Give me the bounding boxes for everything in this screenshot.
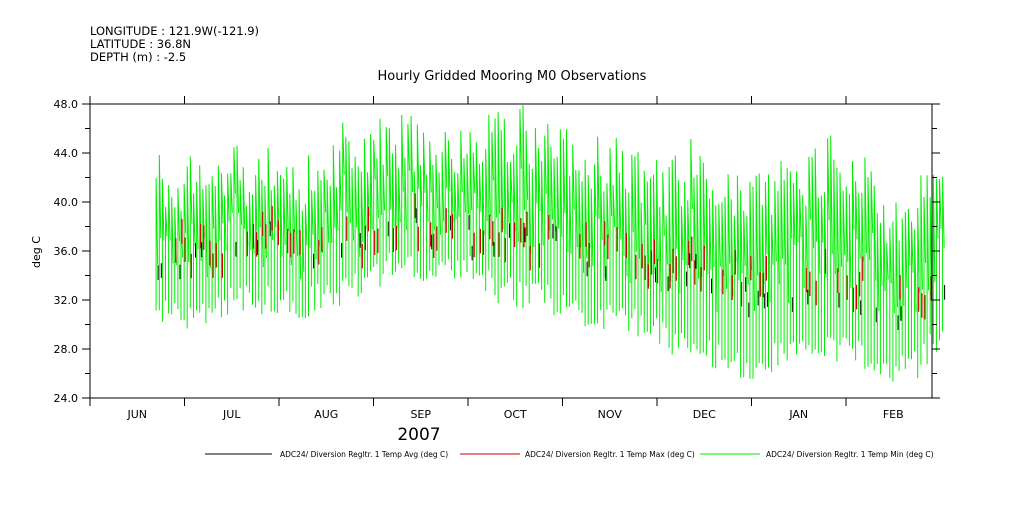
axes: 24.0 28.0 32.0 36.0 40.0 44.0 48.0 JUN JUL AUG SEP… bbox=[54, 96, 940, 421]
x-tick-label: AUG bbox=[314, 408, 338, 421]
y-tick-label: 32.0 bbox=[54, 294, 79, 307]
legend-label: ADC24/ Diversion Regltr. 1 Temp Avg (deg… bbox=[280, 450, 448, 459]
y-tick-label: 24.0 bbox=[54, 392, 79, 405]
latitude-label: LATITUDE : 36.8N bbox=[90, 37, 191, 51]
x-tick-label: DEC bbox=[693, 408, 716, 421]
plot-area bbox=[155, 105, 946, 382]
x-tick-label: NOV bbox=[598, 408, 623, 421]
series-line-temp-avg bbox=[157, 208, 946, 330]
x-year-label: 2007 bbox=[397, 425, 440, 445]
y-axis-label: deg C bbox=[30, 236, 43, 268]
x-tick-label: JUL bbox=[222, 408, 241, 421]
series-line-temp-max bbox=[175, 193, 932, 320]
y-tick-label: 44.0 bbox=[54, 147, 79, 160]
legend-label: ADC24/ Diversion Regltr. 1 Temp Max (deg… bbox=[525, 450, 695, 459]
x-tick-label: FEB bbox=[883, 408, 904, 421]
legend-label: ADC24/ Diversion Regltr. 1 Temp Min (deg… bbox=[766, 450, 934, 459]
x-tick-label: JAN bbox=[788, 408, 808, 421]
x-tick-label: OCT bbox=[504, 408, 527, 421]
y-tick-label: 28.0 bbox=[54, 343, 79, 356]
longitude-label: LONGITUDE : 121.9W(-121.9) bbox=[90, 24, 259, 38]
series-line-temp-min bbox=[155, 105, 945, 382]
depth-label: DEPTH (m) : -2.5 bbox=[90, 50, 186, 64]
chart-title: Hourly Gridded Mooring M0 Observations bbox=[378, 69, 647, 84]
y-tick-label: 36.0 bbox=[54, 245, 79, 258]
x-tick-label: JUN bbox=[126, 408, 147, 421]
y-tick-label: 48.0 bbox=[54, 98, 79, 111]
x-tick-label: SEP bbox=[410, 408, 431, 421]
y-tick-label: 40.0 bbox=[54, 196, 79, 209]
legend: ADC24/ Diversion Regltr. 1 Temp Avg (deg… bbox=[205, 450, 934, 459]
